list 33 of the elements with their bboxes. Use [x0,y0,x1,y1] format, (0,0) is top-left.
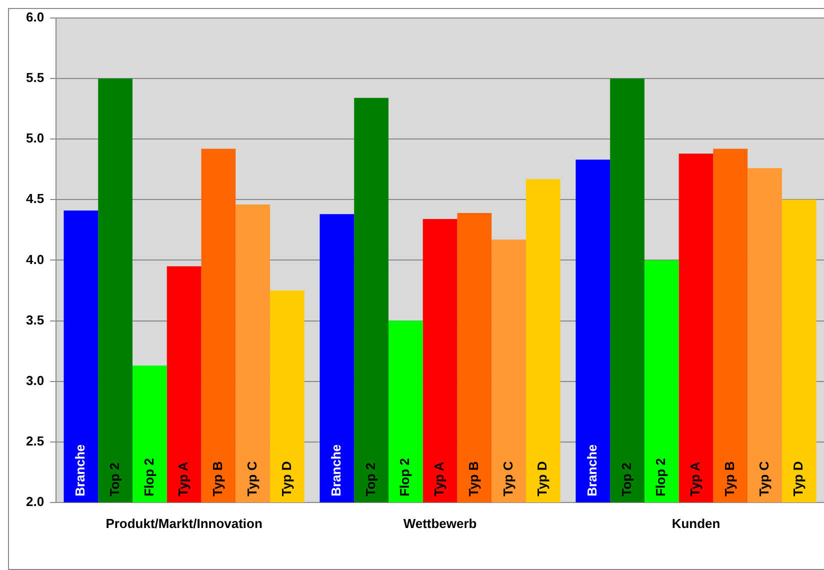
text: Typ D [790,461,806,496]
y-tick-label: 6.0 [26,10,44,25]
y-tick-label: 4.0 [26,252,44,267]
text: Branche [72,444,88,496]
series-label: Branche [328,444,344,496]
series-label: Top 2 [362,462,378,496]
y-tick-label: 2.0 [26,494,44,509]
y-tick-label: 2.5 [26,433,44,448]
series-label: Typ D [278,461,294,496]
text: Typ C [500,461,516,496]
text: Top 2 [106,462,122,496]
text: Branche [584,444,600,496]
x-tick-label: Produkt/Markt/Innovation [106,516,262,531]
text: Top 2 [618,462,634,496]
text: Typ B [466,461,481,496]
x-tick-label: Wettbewerb [403,516,477,531]
x-tick-label: Kunden [672,516,720,531]
y-tick-label: 5.0 [26,130,44,146]
y-tick-label: 3.0 [26,372,44,388]
series-label: Flop 2 [141,458,156,496]
series-label: Typ A [176,461,191,496]
text: Typ B [722,461,737,496]
text: Flop 2 [397,458,412,496]
y-tick-label: 4.5 [26,191,44,206]
text: Typ D [534,461,550,496]
text: Flop 2 [653,458,668,496]
text: Typ C [756,461,772,496]
y-tick-label: 3.5 [26,312,44,328]
series-label: Typ B [210,461,226,496]
text: Typ A [688,462,703,496]
series-label: Typ C [244,460,260,496]
text: Typ A [432,462,447,496]
y-tick-label: 5.5 [26,70,44,86]
